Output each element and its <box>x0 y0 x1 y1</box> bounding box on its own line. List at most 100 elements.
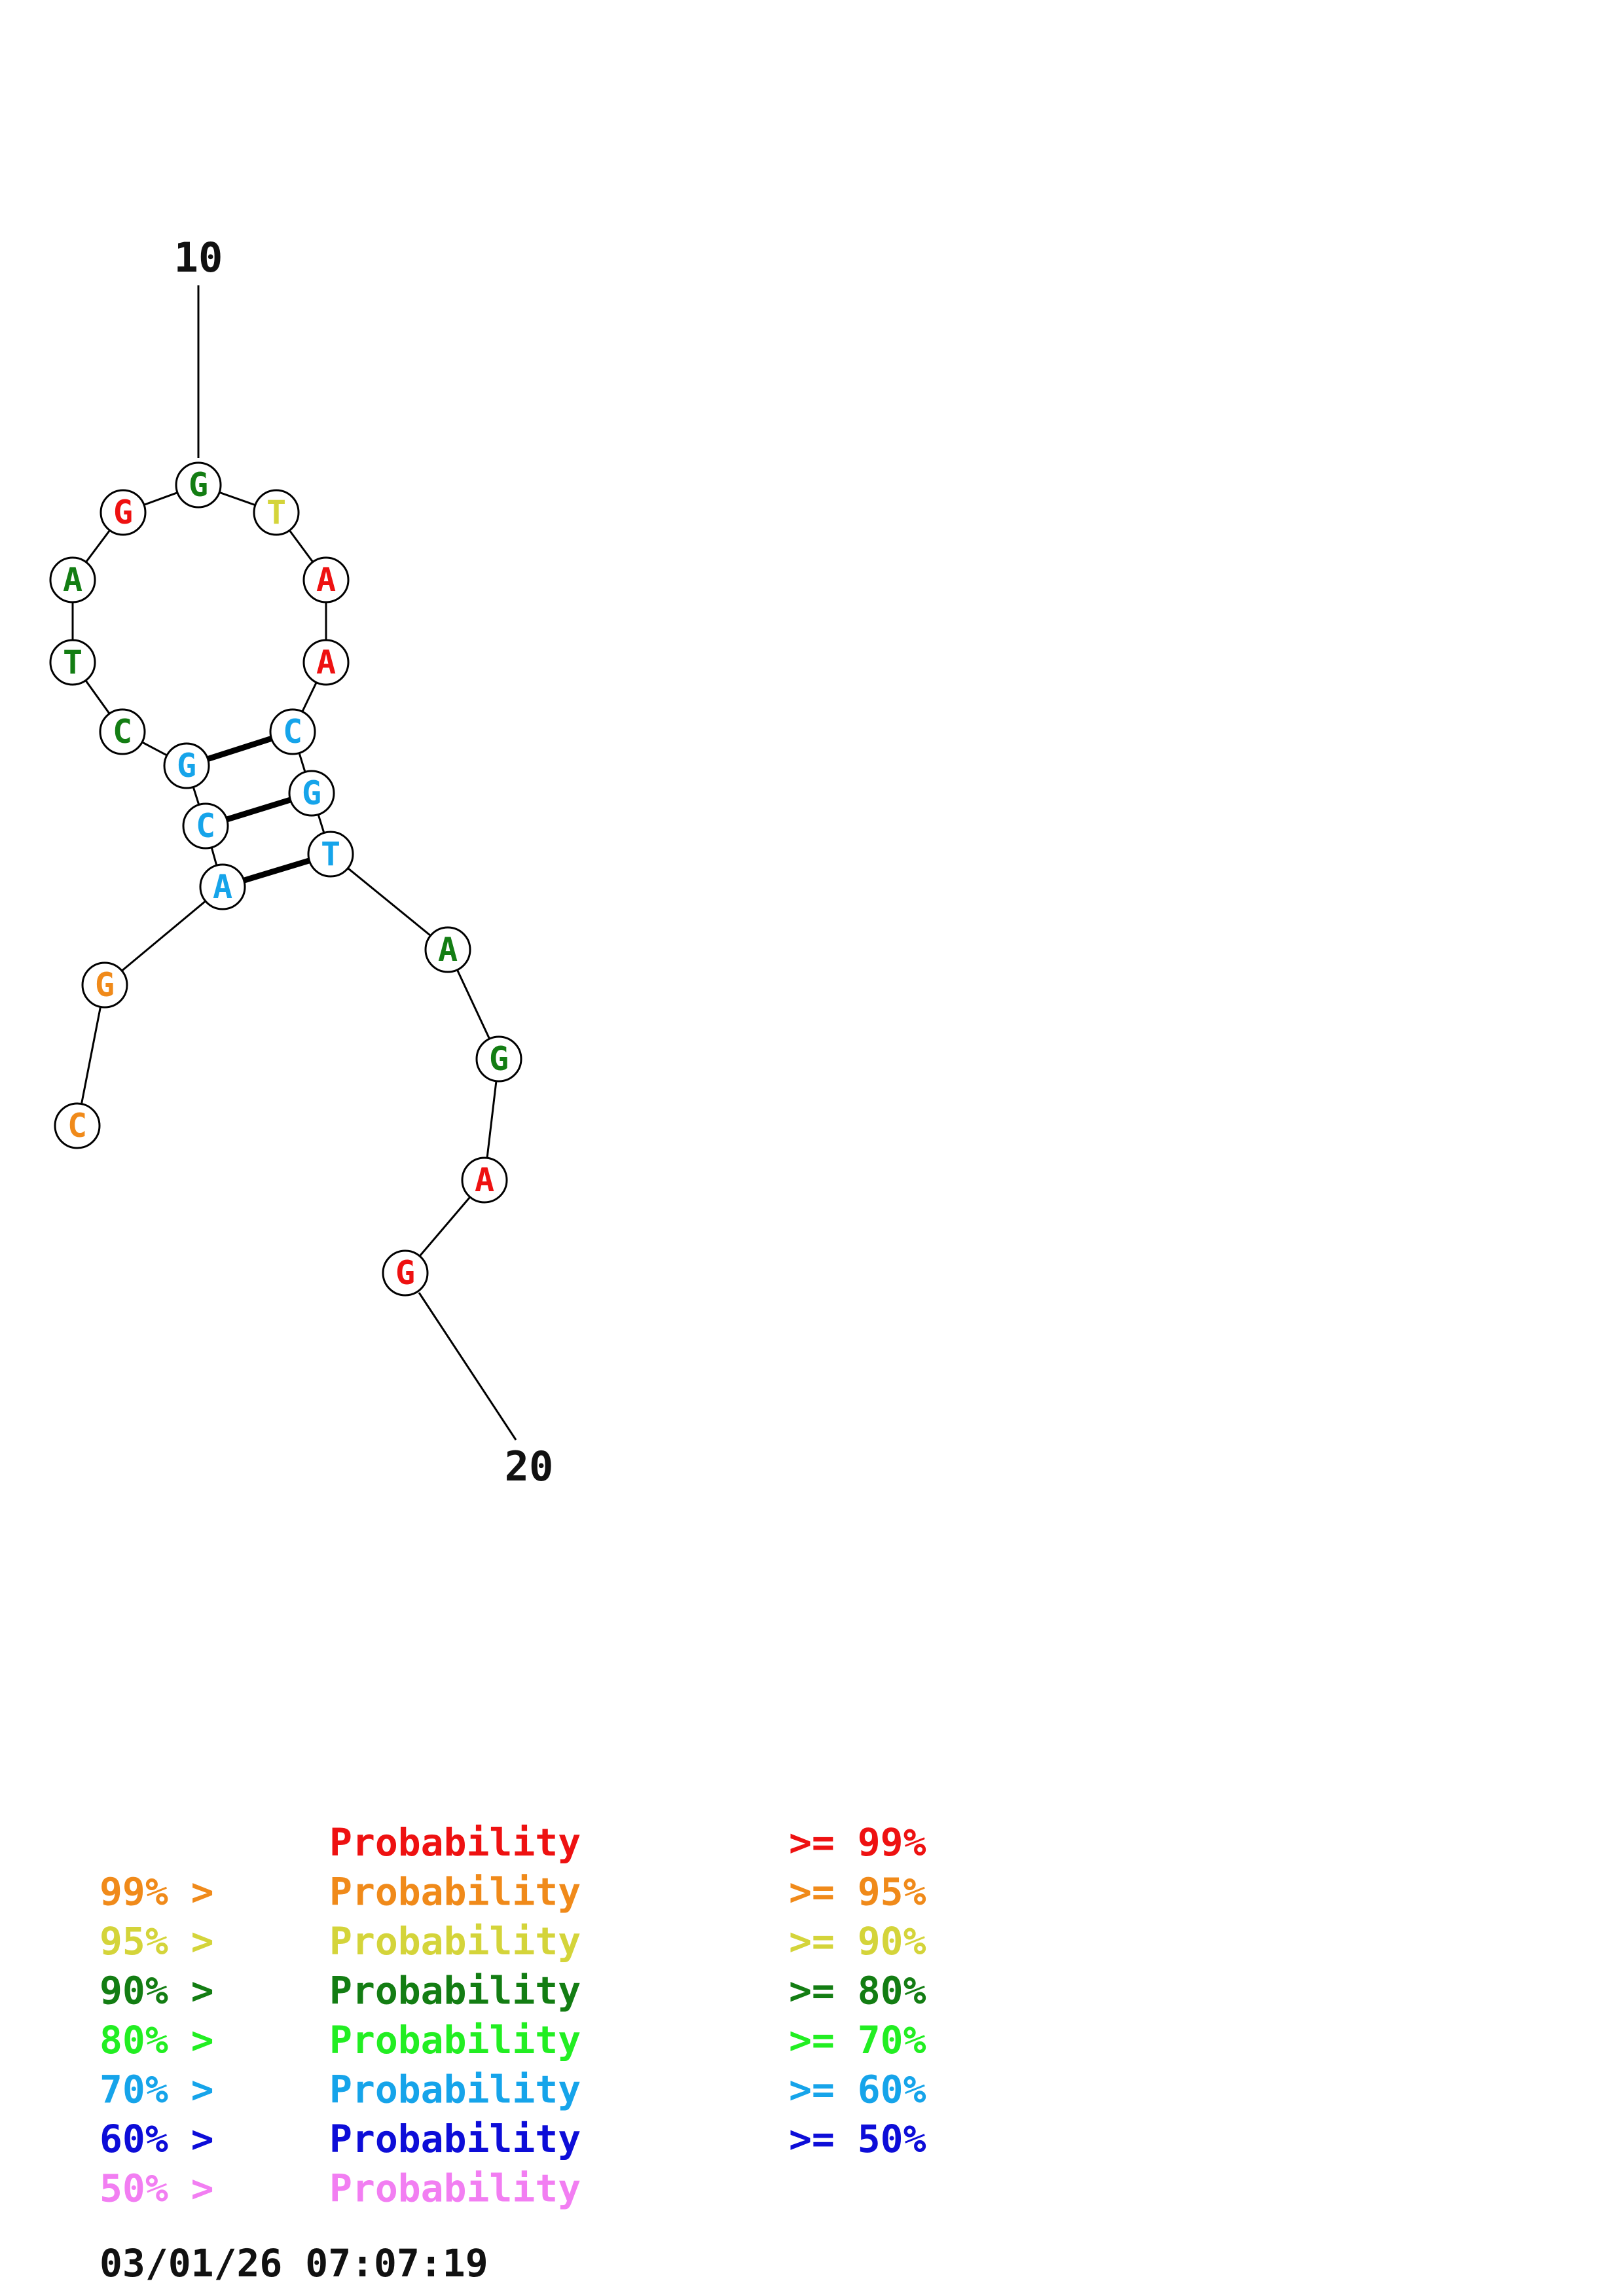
nucleotide: G <box>100 489 147 536</box>
legend-threshold: >= 60% <box>789 2068 926 2112</box>
legend-prefix: 95% > <box>100 1919 214 1964</box>
legend-prefix: 80% > <box>100 2018 214 2062</box>
legend-label: Probability <box>329 2068 581 2112</box>
backbone-segment <box>330 853 448 951</box>
nucleotide-base: A <box>63 561 82 599</box>
timestamp: 03/01/26 07:07:19 <box>100 2241 488 2286</box>
nucleotide-circle <box>424 926 471 973</box>
nucleotide: C <box>99 708 146 755</box>
legend-threshold: >= 50% <box>789 2117 926 2161</box>
position-label: 10 <box>174 234 223 281</box>
nucleotide-circle <box>99 708 146 755</box>
nucleotide-circle <box>253 489 300 536</box>
nucleotide-base: A <box>316 561 336 599</box>
nucleotide-circle <box>302 639 350 686</box>
legend-entry: 60% > Probability >= 50% <box>100 2117 926 2161</box>
legend-label: Probability <box>329 2117 581 2161</box>
nucleotide: C <box>182 802 229 850</box>
position-tick <box>418 1292 517 1441</box>
legend-entry: 99% > Probability >= 95% <box>100 1870 926 1914</box>
nucleotide-base: C <box>67 1107 87 1145</box>
legend: Probability >= 99%99% > Probability >= 95%9… <box>100 1820 926 2211</box>
backbone-layer <box>71 484 500 1274</box>
legend-label: Probability <box>329 1919 581 1964</box>
legend-threshold: >= 95% <box>789 1870 926 1914</box>
nucleotide: G <box>288 770 335 817</box>
nucleotide-circle <box>302 556 350 603</box>
legend-prefix: 70% > <box>100 2068 214 2112</box>
legend-entry: 80% > Probability >= 70% <box>100 2018 926 2062</box>
nucleotide-base: A <box>316 643 336 681</box>
legend-threshold: >= 90% <box>789 1919 926 1964</box>
legend-entry: 90% > Probability >= 80% <box>100 1969 926 2013</box>
legend-prefix: 90% > <box>100 1969 214 2013</box>
legend-prefix: 60% > <box>100 2117 214 2161</box>
nucleotide-base: A <box>475 1161 494 1199</box>
nucleotide: C <box>269 708 316 755</box>
backbone-segment <box>76 984 106 1126</box>
nucleotide-circle <box>81 961 128 1009</box>
nucleotide: A <box>199 863 246 910</box>
legend-label: Probability <box>329 1870 581 1914</box>
nucleotide-circle <box>307 831 354 878</box>
nucleotide: T <box>253 489 300 536</box>
nucleotide: G <box>382 1249 429 1297</box>
nucleotide-base: G <box>395 1254 415 1292</box>
nucleotide-circle <box>182 802 229 850</box>
nucleotide-base: G <box>177 747 196 785</box>
legend-threshold: >= 80% <box>789 1969 926 2013</box>
legend-label: Probability <box>329 1969 581 2013</box>
nucleotide-base: G <box>113 493 133 531</box>
legend-threshold: >= 99% <box>789 1820 926 1865</box>
nucleotide-circle <box>199 863 246 910</box>
legend-entry: 95% > Probability >= 90% <box>100 1919 926 1964</box>
nucleotide: G <box>175 461 222 509</box>
nucleotide-circle <box>288 770 335 817</box>
position-label-layer: 10 20 <box>174 234 554 1490</box>
nucleotide: G <box>475 1035 522 1083</box>
nucleotide: G <box>81 961 128 1009</box>
nucleotide-circle <box>382 1249 429 1297</box>
legend-label: Probability <box>329 2166 581 2211</box>
nucleotide: C <box>54 1102 101 1149</box>
nucleotide-circle <box>475 1035 522 1083</box>
legend-entry: 50% > Probability <box>100 2166 581 2211</box>
nucleotide-circle <box>163 742 210 789</box>
legend-entry: Probability >= 99% <box>329 1820 926 1865</box>
nucleotide-circle <box>49 556 96 603</box>
nucleotide-base: C <box>196 807 215 845</box>
nucleotide: A <box>424 926 471 973</box>
nucleotide-base: T <box>266 493 286 531</box>
nucleotide-base: T <box>63 643 82 681</box>
nucleotide-circle <box>100 489 147 536</box>
nucleotide-circle <box>49 639 96 686</box>
legend-entry: 70% > Probability >= 60% <box>100 2068 926 2112</box>
nucleotide-circle <box>461 1157 508 1204</box>
legend-label: Probability <box>329 1820 581 1865</box>
backbone-segment <box>104 886 223 986</box>
position-label: 20 <box>505 1443 554 1490</box>
nucleotide-base: G <box>302 774 321 812</box>
nucleotide: T <box>307 831 354 878</box>
nucleotide-base: G <box>489 1040 509 1078</box>
legend-threshold: >= 70% <box>789 2018 926 2062</box>
nucleotide-circle <box>54 1102 101 1149</box>
nucleotide-base: A <box>438 931 458 969</box>
nucleotide-circle <box>269 708 316 755</box>
nucleotide-circle <box>175 461 222 509</box>
nucleotide: A <box>49 556 96 603</box>
legend-prefix: 99% > <box>100 1870 214 1914</box>
nucleotide: A <box>302 556 350 603</box>
nucleotide: T <box>49 639 96 686</box>
nucleotide: A <box>461 1157 508 1204</box>
nucleotide: A <box>302 639 350 686</box>
nucleotide-base: G <box>189 466 208 504</box>
nucleotide-base: C <box>113 713 132 751</box>
nucleotide: G <box>163 742 210 789</box>
legend-prefix: 50% > <box>100 2166 214 2211</box>
legend-label: Probability <box>329 2018 581 2062</box>
nucleotide-base: A <box>213 868 232 906</box>
nucleotide-base: C <box>283 713 302 751</box>
nucleotide-base: T <box>321 835 340 873</box>
